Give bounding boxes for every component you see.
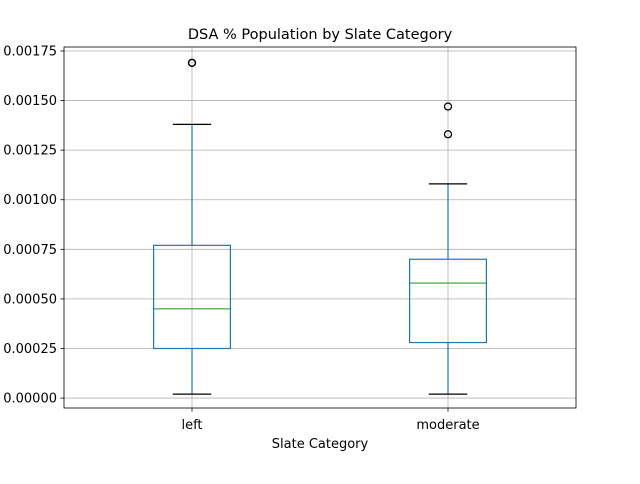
x-tick-label: left (181, 418, 202, 433)
y-tick-label: 0.00175 (3, 44, 57, 59)
y-tick-label: 0.00125 (3, 144, 57, 159)
boxes (153, 58, 488, 395)
outlier-point (443, 130, 453, 139)
y-axis-ticks: 0.00000 0.00025 0.00050 0.00075 0.00100 0.001… (3, 44, 64, 407)
outlier-point (443, 102, 453, 111)
y-tick-label: 0.00075 (3, 243, 57, 258)
axes-frame (63, 46, 577, 409)
y-tick-label: 0.00000 (3, 392, 57, 407)
x-axis-ticks: left moderate (181, 408, 480, 433)
y-tick-label: 0.00150 (3, 94, 57, 109)
y-tick-label: 0.00050 (3, 292, 57, 307)
x-axis-label: Slate Category (272, 437, 369, 452)
x-tick-label: moderate (416, 418, 479, 433)
box-left (153, 244, 232, 350)
outlier-point (187, 58, 197, 68)
y-tick-label: 0.00025 (3, 342, 57, 357)
y-tick-label: 0.00100 (3, 193, 57, 208)
chart-title: DSA % Population by Slate Category (188, 27, 453, 43)
box-moderate (409, 258, 488, 344)
